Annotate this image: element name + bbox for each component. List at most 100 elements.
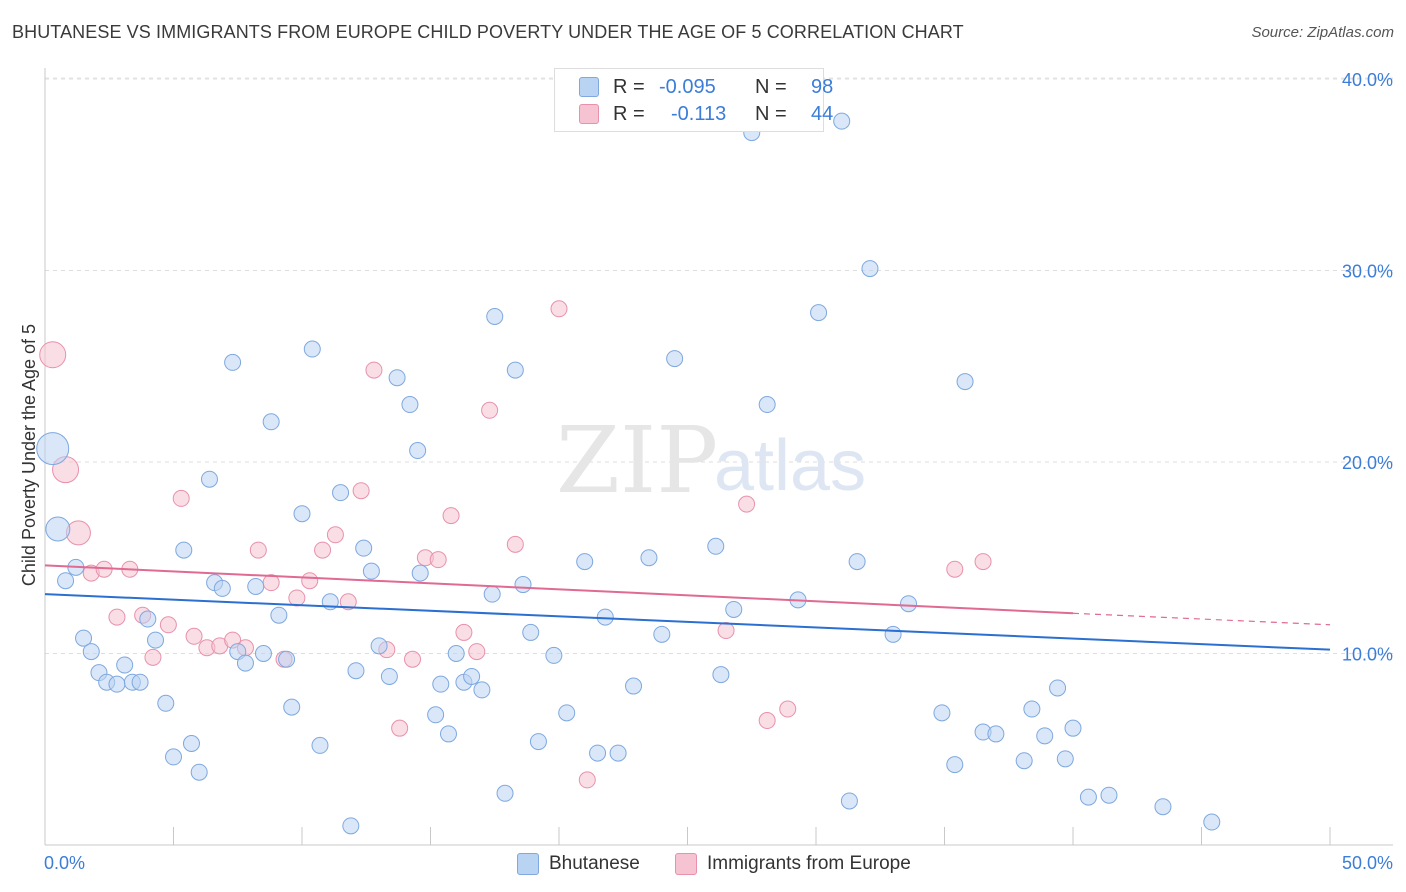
bhutanese-point bbox=[370, 637, 388, 655]
bottom-legend-swatch-pink bbox=[675, 853, 697, 875]
bhutanese-point bbox=[987, 725, 1005, 743]
bhutanese-point bbox=[1203, 813, 1221, 831]
immigrants-from-europe-point bbox=[455, 623, 473, 641]
bhutanese-point bbox=[848, 553, 866, 571]
bhutanese-point bbox=[447, 645, 465, 662]
y-tick-label: 10.0% bbox=[1342, 645, 1393, 665]
bhutanese-point bbox=[165, 748, 182, 766]
bhutanese-point bbox=[139, 610, 157, 628]
y-axis-label: Child Poverty Under the Age of 5 bbox=[19, 324, 39, 586]
immigrants-from-europe-point bbox=[159, 616, 177, 634]
trend-lines bbox=[44, 564, 1331, 651]
bhutanese-point bbox=[625, 677, 643, 695]
bhutanese-point bbox=[262, 413, 280, 431]
bhutanese-point bbox=[1015, 752, 1033, 770]
immigrants-from-europe-point bbox=[352, 482, 370, 500]
watermark: ZIP atlas bbox=[556, 407, 866, 514]
immigrants-from-europe-point bbox=[481, 401, 499, 419]
bhutanese-point bbox=[36, 432, 70, 466]
series-bhutanese-points bbox=[36, 112, 1221, 835]
bhutanese-point bbox=[933, 704, 951, 722]
x-tick-label: 50.0% bbox=[1342, 853, 1393, 873]
immigrants-from-europe-point bbox=[550, 300, 568, 318]
bhutanese-point bbox=[303, 340, 321, 358]
trend-line-immigrants bbox=[44, 564, 1074, 615]
bottom-legend-swatch-blue bbox=[517, 853, 539, 875]
watermark-atlas: atlas bbox=[714, 426, 866, 506]
bhutanese-point bbox=[884, 625, 902, 643]
bottom-legend-label: Bhutanese bbox=[549, 853, 640, 874]
legend-n-label: N = bbox=[755, 75, 787, 98]
bhutanese-point bbox=[1023, 700, 1041, 718]
bhutanese-point bbox=[473, 681, 491, 699]
bhutanese-point bbox=[355, 539, 373, 557]
immigrants-from-europe-point bbox=[779, 700, 797, 718]
bhutanese-point bbox=[506, 361, 524, 379]
immigrants-from-europe-point bbox=[974, 553, 992, 571]
bhutanese-point bbox=[57, 572, 75, 590]
bhutanese-point bbox=[131, 673, 149, 691]
watermark-zip: ZIP bbox=[556, 407, 718, 514]
bottom-legend-bhutanese: Bhutanese bbox=[517, 851, 640, 877]
bhutanese-point bbox=[213, 579, 231, 597]
x-tick-label: 0.0% bbox=[44, 853, 85, 873]
bhutanese-point bbox=[1056, 750, 1074, 768]
bhutanese-point bbox=[108, 675, 126, 693]
bhutanese-point bbox=[342, 817, 360, 835]
bhutanese-point bbox=[956, 373, 974, 391]
immigrants-from-europe-point bbox=[185, 627, 203, 645]
bhutanese-point bbox=[380, 667, 398, 685]
bhutanese-point bbox=[401, 396, 419, 414]
bhutanese-point bbox=[157, 694, 175, 712]
bhutanese-point bbox=[427, 706, 445, 724]
bhutanese-point bbox=[666, 350, 684, 368]
immigrants-from-europe-point bbox=[404, 650, 422, 668]
bhutanese-point bbox=[82, 643, 100, 661]
bhutanese-point bbox=[347, 662, 365, 680]
bhutanese-point bbox=[75, 629, 93, 647]
immigrants-from-europe-point bbox=[365, 361, 383, 379]
bhutanese-point bbox=[496, 784, 514, 802]
bhutanese-point bbox=[1049, 679, 1067, 697]
immigrants-from-europe-point bbox=[108, 608, 126, 626]
bhutanese-point bbox=[861, 260, 879, 278]
bhutanese-point bbox=[409, 442, 427, 460]
bottom-legend-label: Immigrants from Europe bbox=[707, 853, 911, 874]
immigrants-from-europe-point bbox=[249, 541, 267, 559]
immigrants-from-europe-point bbox=[468, 643, 486, 661]
bhutanese-point bbox=[332, 484, 350, 502]
bhutanese-point bbox=[182, 735, 200, 753]
bhutanese-point bbox=[224, 353, 242, 371]
bhutanese-point bbox=[589, 744, 607, 762]
legend-row-bhutanese: R = -0.095 N = 98 bbox=[579, 74, 833, 100]
bhutanese-point bbox=[514, 576, 532, 594]
bhutanese-point bbox=[1154, 798, 1172, 816]
y-tick-label: 20.0% bbox=[1342, 453, 1393, 473]
bhutanese-point bbox=[840, 792, 858, 810]
immigrants-from-europe-point bbox=[442, 507, 460, 525]
bhutanese-point bbox=[278, 650, 296, 668]
bhutanese-point bbox=[522, 623, 540, 641]
bhutanese-point bbox=[900, 595, 918, 613]
bhutanese-point bbox=[558, 704, 576, 722]
bhutanese-point bbox=[576, 553, 594, 571]
correlation-legend: R = -0.095 N = 98 R = -0.113 N = 44 bbox=[554, 68, 833, 132]
bhutanese-point bbox=[116, 656, 134, 674]
bhutanese-point bbox=[1100, 786, 1118, 804]
chart-title: BHUTANESE VS IMMIGRANTS FROM EUROPE CHIL… bbox=[12, 22, 964, 42]
immigrants-from-europe-point bbox=[506, 535, 524, 553]
bhutanese-point bbox=[609, 744, 627, 762]
gridlines bbox=[45, 77, 1393, 654]
immigrants-from-europe-point bbox=[738, 495, 756, 513]
bhutanese-point bbox=[411, 564, 429, 582]
bhutanese-point bbox=[270, 606, 288, 624]
bhutanese-point bbox=[1064, 719, 1082, 737]
bhutanese-point bbox=[432, 675, 450, 693]
bhutanese-point bbox=[1079, 788, 1097, 806]
bhutanese-point bbox=[653, 625, 671, 643]
immigrants-from-europe-point bbox=[288, 589, 306, 607]
immigrants-from-europe-point bbox=[339, 593, 357, 611]
legend-r-value: -0.113 bbox=[671, 102, 727, 125]
bottom-legend-immigrants: Immigrants from Europe bbox=[675, 851, 911, 877]
